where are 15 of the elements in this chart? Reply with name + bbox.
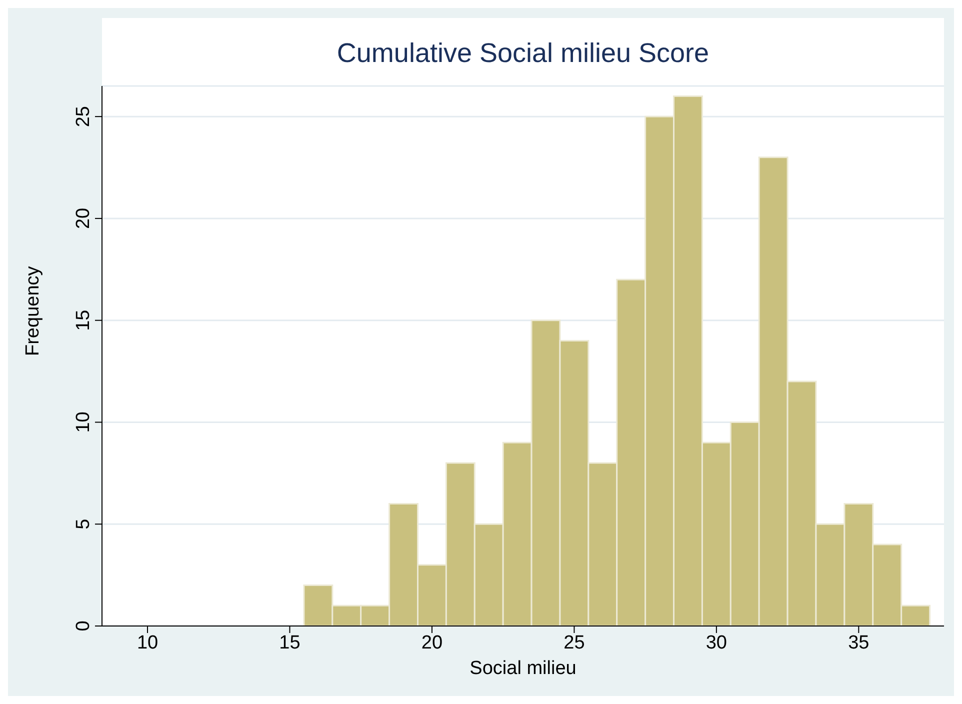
x-tick-label: 30 bbox=[706, 632, 728, 654]
y-axis-title: Frequency bbox=[22, 266, 44, 356]
y-tick-label: 10 bbox=[73, 412, 94, 433]
x-tick-label: 10 bbox=[136, 632, 158, 654]
x-tick-label: 25 bbox=[564, 632, 585, 654]
x-tick-label: 20 bbox=[421, 632, 443, 654]
x-tick-label: 35 bbox=[848, 632, 870, 654]
y-tick-label: 25 bbox=[73, 106, 94, 128]
x-axis-title: Social milieu bbox=[470, 658, 576, 679]
x-tick-label: 15 bbox=[279, 632, 300, 654]
chart-title: Cumulative Social milieu Score bbox=[336, 38, 710, 69]
y-tick-label: 0 bbox=[73, 620, 94, 632]
y-tick-label: 5 bbox=[73, 518, 94, 530]
y-tick-label: 20 bbox=[73, 208, 94, 230]
y-tick-label: 15 bbox=[73, 310, 94, 331]
